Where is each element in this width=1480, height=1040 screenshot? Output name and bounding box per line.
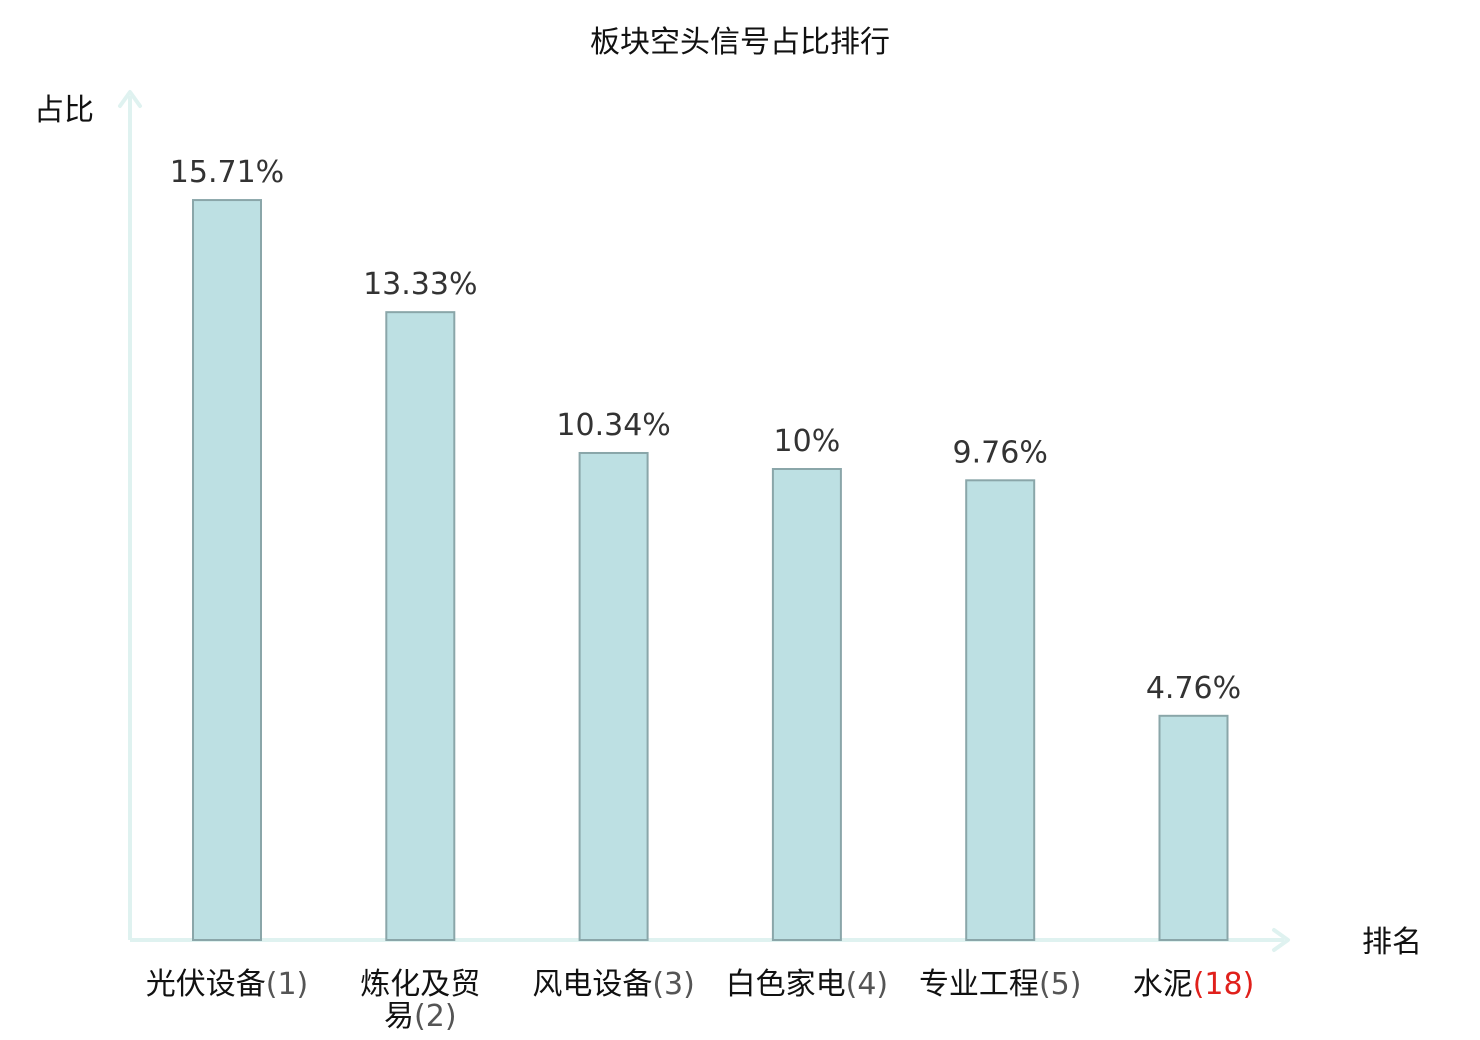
- category-rank-2: (2): [414, 999, 457, 1034]
- category-label-4: 白色家电(4): [726, 967, 889, 1002]
- category-rank-3: (3): [652, 967, 695, 1002]
- bar-4: [771, 468, 842, 941]
- value-label-6: 4.76%: [1146, 671, 1241, 706]
- value-label-1: 15.71%: [170, 155, 284, 190]
- value-label-5: 9.76%: [953, 435, 1048, 470]
- y-axis-label: 占比: [34, 93, 94, 128]
- category-rank-5: (5): [1039, 967, 1082, 1002]
- category-rank-4: (4): [846, 967, 889, 1002]
- value-label-3: 10.34%: [556, 408, 670, 443]
- bar-6: [1158, 714, 1229, 942]
- category-name-2-cont: 易: [384, 999, 414, 1034]
- x-axis-arrow: [1272, 928, 1290, 952]
- axes: [118, 90, 1290, 952]
- bar-2: [385, 311, 456, 942]
- category-rank-1: (1): [266, 967, 309, 1002]
- category-label-5: 专业工程(5): [919, 967, 1081, 1002]
- category-name-3: 风电设备: [532, 967, 652, 1002]
- x-axis-label: 排名: [1362, 925, 1422, 960]
- category-name-4: 白色家电: [726, 967, 846, 1002]
- category-label-1: 光伏设备(1): [146, 967, 309, 1002]
- category-name-5: 专业工程: [919, 967, 1039, 1002]
- category-label-6: 水泥(18): [1133, 967, 1255, 1002]
- y-axis-arrow: [118, 90, 142, 108]
- value-label-4: 10%: [774, 424, 841, 459]
- value-labels: 15.71% 13.33% 10.34% 10% 9.76% 4.76%: [170, 155, 1241, 706]
- bars: [192, 199, 1229, 942]
- category-rank-6: (18): [1193, 967, 1255, 1002]
- category-label-3: 风电设备(3): [532, 967, 695, 1002]
- value-label-2: 13.33%: [363, 267, 477, 302]
- category-name-6: 水泥: [1133, 967, 1193, 1002]
- bar-3: [578, 451, 649, 941]
- category-label-2-cont: 易(2): [384, 999, 457, 1034]
- chart-title: 板块空头信号占比排行: [590, 25, 890, 60]
- bar-1: [192, 199, 262, 941]
- category-name-1: 光伏设备: [146, 967, 266, 1002]
- category-label-2: 炼化及贸: [360, 967, 480, 1002]
- bar-5: [965, 479, 1036, 941]
